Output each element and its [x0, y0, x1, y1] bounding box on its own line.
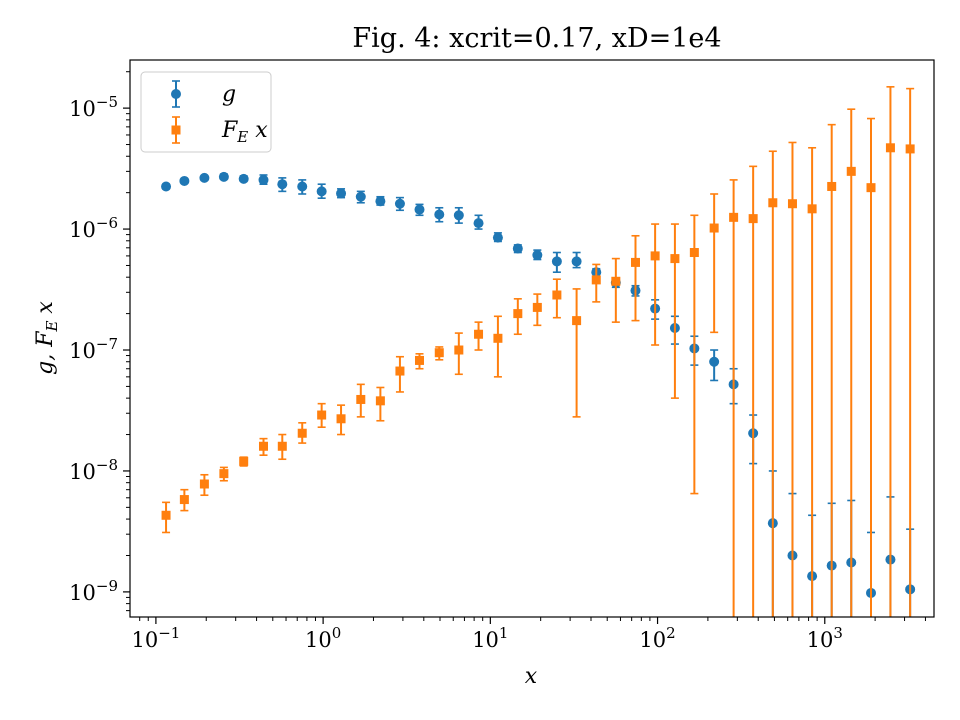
data-point [493, 333, 503, 343]
data-point [905, 144, 915, 154]
data-point [394, 198, 405, 209]
plot-frame [129, 59, 935, 618]
data-point [787, 199, 797, 209]
data-point [729, 212, 739, 222]
data-point [866, 183, 876, 193]
data-point [551, 256, 562, 267]
data-point [572, 316, 582, 326]
data-point [807, 204, 817, 214]
data-point [179, 175, 190, 186]
data-point [395, 366, 405, 376]
y-axis-label: g, FE x [33, 301, 61, 375]
data-point [512, 243, 523, 254]
data-point [885, 143, 895, 153]
plot-marks [161, 86, 916, 617]
legend-label: FE x [221, 118, 268, 146]
legend: g FE x [140, 71, 272, 153]
data-point [434, 209, 445, 220]
data-point [356, 394, 366, 404]
data-point [375, 396, 385, 406]
y-axis-label-group: g, FE x [33, 301, 61, 375]
y-tick-label: 10−8 [69, 456, 118, 484]
x-tick-label: 103 [807, 624, 843, 652]
data-point [748, 214, 758, 224]
data-point [591, 275, 601, 285]
axes: 10−1 100 101 102 103 10−9 10−8 10−7 10−6 10−5 [69, 71, 926, 652]
data-point [355, 191, 366, 202]
y-tick-label: 10−6 [69, 214, 118, 242]
data-point [414, 204, 425, 215]
data-point [238, 173, 249, 184]
data-point [258, 174, 269, 185]
data-point [453, 210, 464, 221]
data-point [297, 428, 307, 438]
series-g [161, 171, 916, 617]
data-point [650, 251, 660, 261]
data-point [846, 166, 856, 176]
y-tick-label: 10−5 [69, 93, 118, 121]
data-point [414, 355, 424, 365]
data-point [199, 172, 210, 183]
data-point [611, 276, 621, 286]
data-point [239, 456, 249, 466]
data-point [336, 414, 346, 424]
data-point [630, 257, 640, 267]
data-point [474, 329, 484, 339]
data-point [297, 181, 308, 192]
data-point [218, 171, 229, 182]
data-point [532, 302, 542, 312]
data-point [827, 181, 837, 191]
legend-item: g [171, 80, 236, 108]
data-point [513, 309, 523, 319]
data-point [552, 290, 562, 300]
data-point [532, 250, 543, 261]
legend-marker [171, 125, 181, 135]
x-axis-label: x [525, 664, 538, 689]
data-point [768, 198, 778, 208]
data-point [375, 196, 386, 207]
data-point [336, 188, 347, 199]
data-point [473, 218, 484, 229]
x-tick-label: 100 [305, 624, 341, 652]
x-tick-label: 101 [472, 624, 508, 652]
series-fex [161, 86, 915, 617]
data-point [670, 254, 680, 264]
data-point [317, 410, 327, 420]
x-tick-label: 102 [639, 624, 675, 652]
chart-title: Fig. 4: xcrit=0.17, xD=1e4 [352, 23, 721, 54]
y-tick-label: 10−9 [69, 577, 118, 605]
data-point [161, 510, 171, 520]
legend-item: FE x [171, 116, 268, 146]
data-point [709, 223, 719, 233]
data-point [316, 186, 327, 197]
data-point [199, 479, 209, 489]
data-point [454, 345, 464, 355]
data-point [709, 356, 720, 367]
data-point [277, 179, 288, 190]
legend-marker [171, 89, 181, 99]
data-point [277, 441, 287, 451]
data-point [571, 256, 582, 267]
data-point [689, 248, 699, 258]
data-point [258, 441, 268, 451]
data-point [179, 495, 189, 505]
legend-label: g [222, 82, 236, 107]
x-tick-label: 10−1 [131, 624, 180, 652]
y-tick-label: 10−7 [69, 335, 118, 363]
data-point [219, 469, 229, 479]
data-point [492, 232, 503, 243]
data-point [161, 181, 172, 192]
data-point [434, 348, 444, 358]
